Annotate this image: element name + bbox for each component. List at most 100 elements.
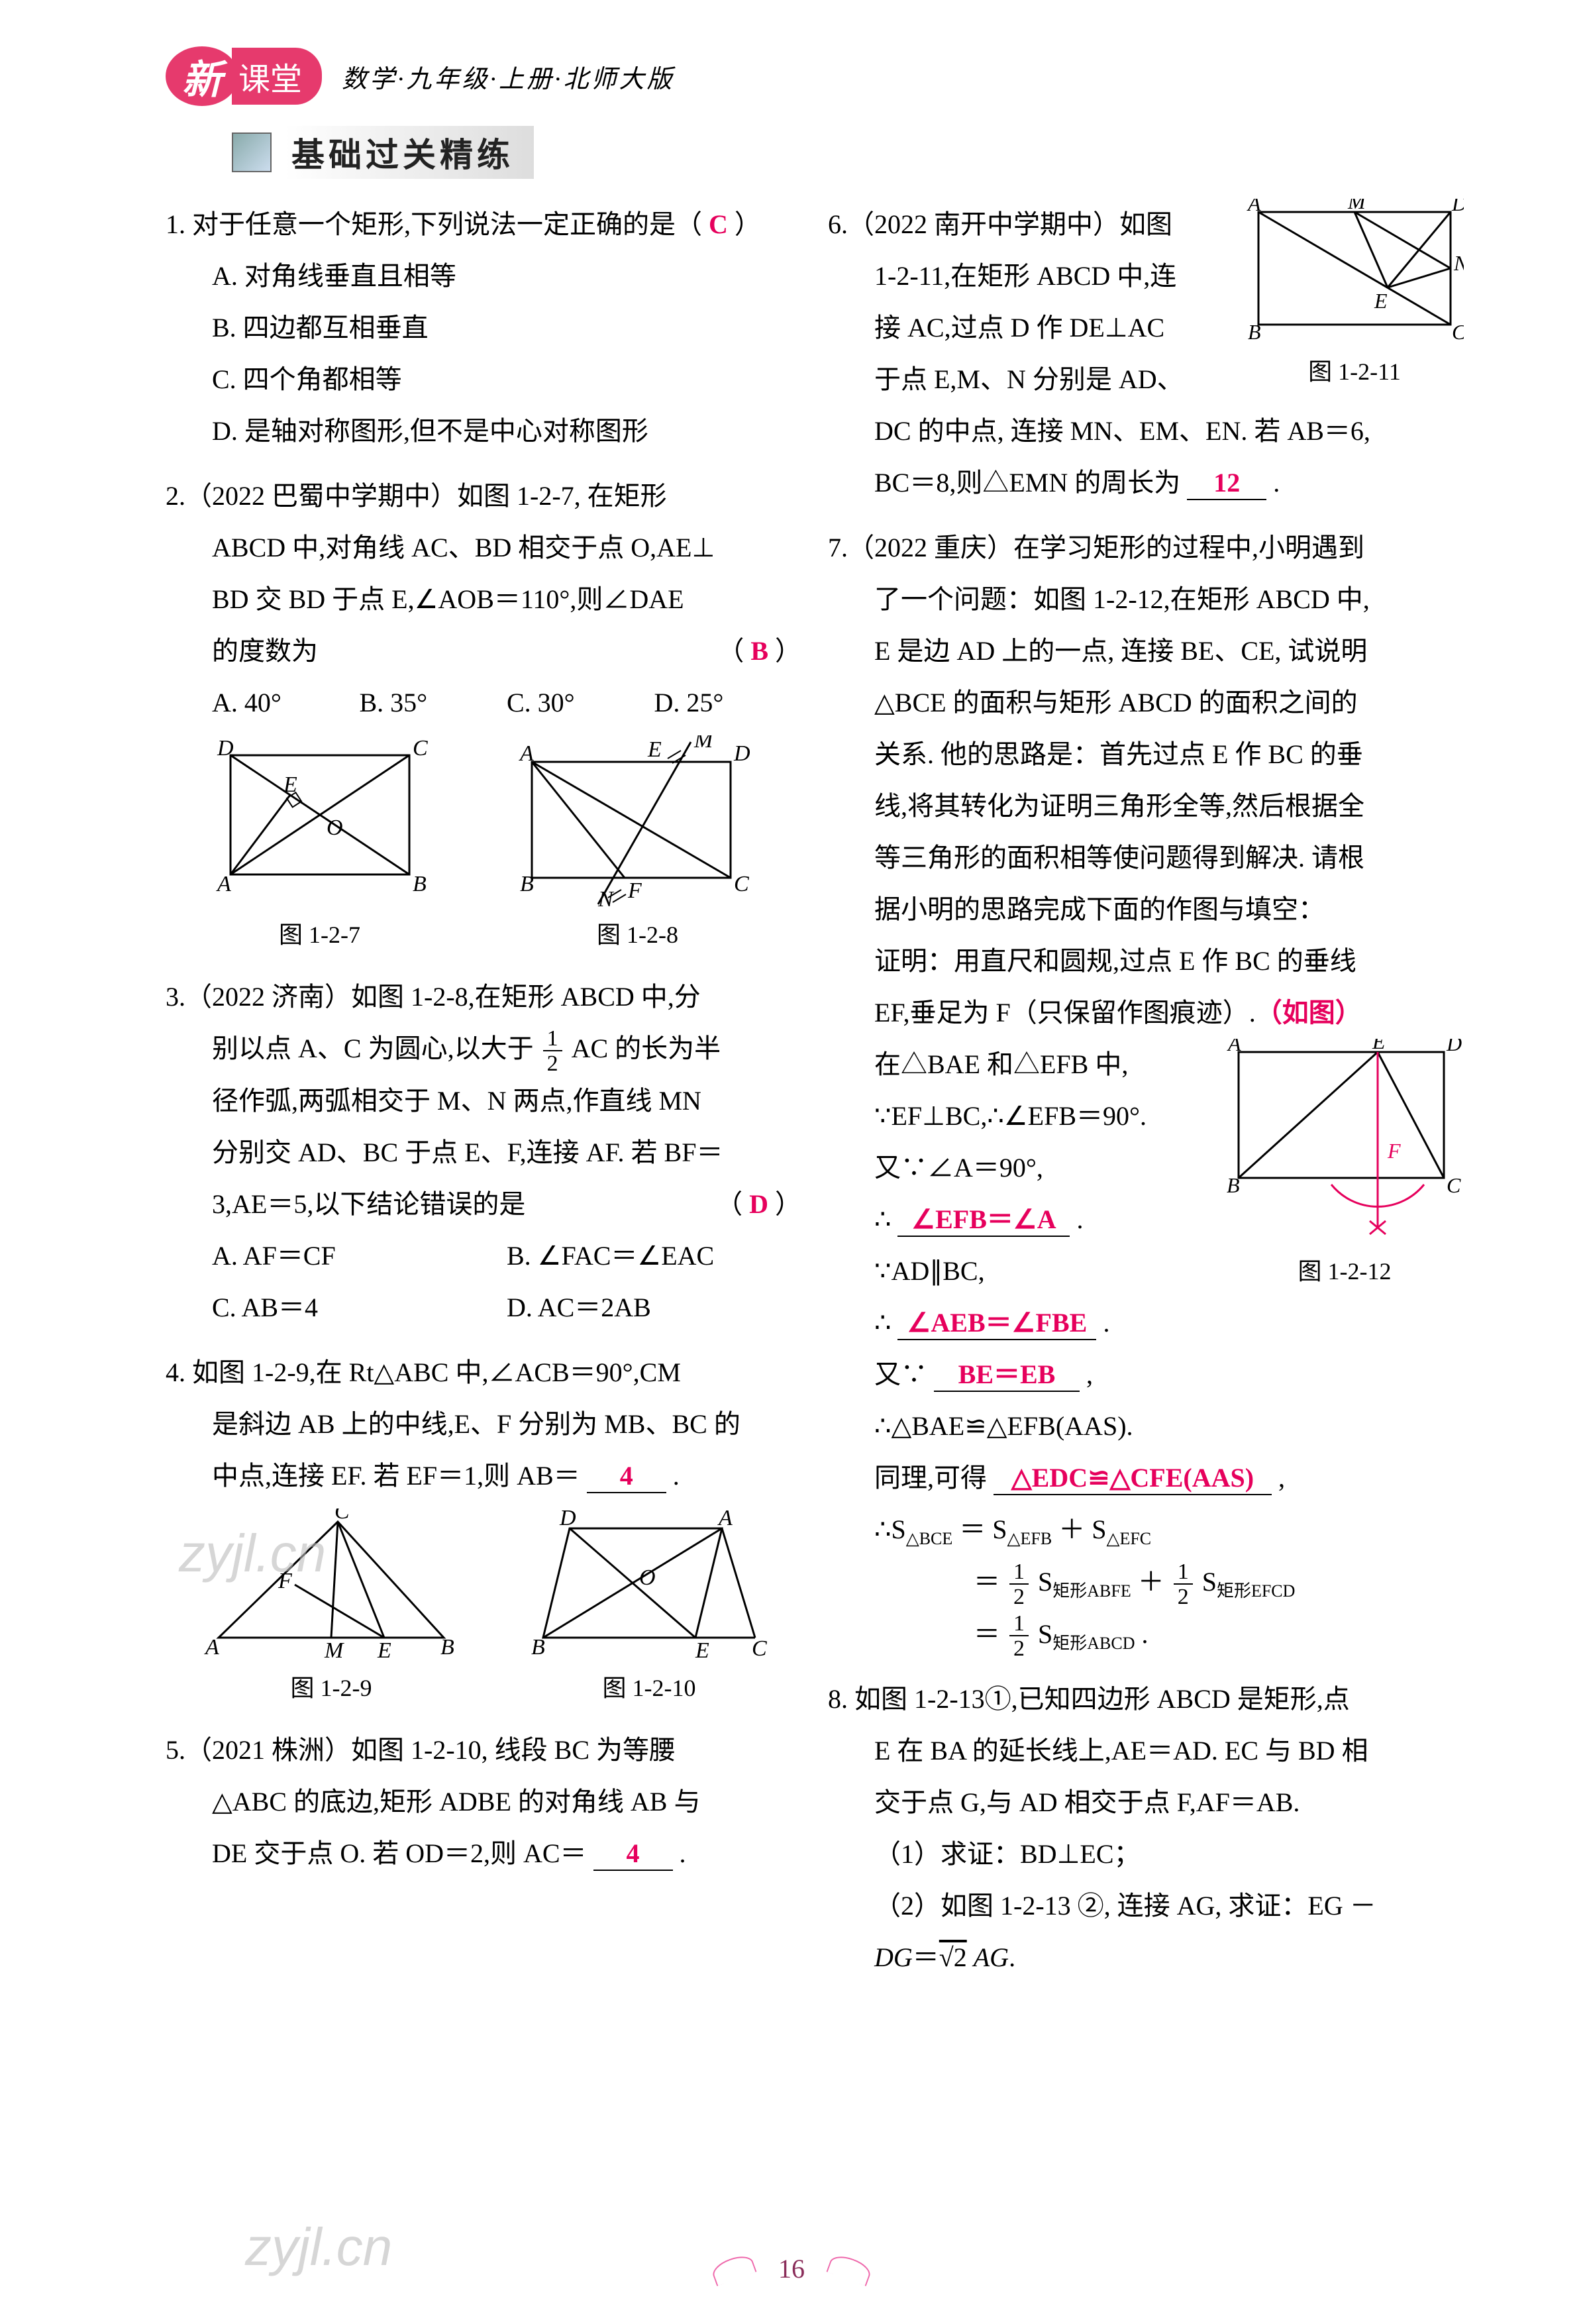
q7-fill2: ∠AEB＝∠FBE bbox=[897, 1307, 1096, 1340]
svg-text:B: B bbox=[531, 1635, 545, 1660]
q7-line19: 同理,可得 bbox=[874, 1463, 987, 1493]
logo-ketang: 课堂 bbox=[232, 48, 322, 105]
q8-part2a: （2）如图 1-2-13 ②, 连接 AG, 求证：EG － bbox=[828, 1880, 1464, 1932]
fig-1-2-7-caption: 图 1-2-7 bbox=[204, 912, 436, 958]
svg-text:B: B bbox=[1248, 320, 1261, 344]
q4-line3: 中点,连接 EF. 若 EF＝1,则 AB＝ bbox=[212, 1461, 580, 1491]
q7-eq2: ＝ 12 S矩形ABFE ＋ 12 S矩形EFCD bbox=[828, 1556, 1464, 1609]
figure-1-2-9: A M E B C F 图 1-2-9 bbox=[199, 1508, 464, 1711]
q7-line3: E 是边 AD 上的一点, 连接 BE、CE, 试说明 bbox=[828, 625, 1464, 677]
fig-1-2-11-caption: 图 1-2-11 bbox=[1245, 348, 1464, 395]
q8-part1: （1）求证：BD⊥EC； bbox=[828, 1828, 1464, 1880]
q2-opt-b: B. 35° bbox=[360, 677, 507, 729]
q3-line5: 3,AE＝5,以下结论错误的是 bbox=[212, 1189, 525, 1219]
q7-line8: 据小明的思路完成下面的作图与填空： bbox=[828, 884, 1464, 935]
svg-text:C: C bbox=[1452, 320, 1464, 344]
q3-line2b: AC 的长为半 bbox=[572, 1033, 721, 1063]
column-left: 1. 对于任意一个矩形,下列说法一定正确的是（ C ） A. 对角线垂直且相等 … bbox=[166, 199, 801, 1997]
svg-text:B: B bbox=[520, 872, 534, 896]
svg-text:B: B bbox=[440, 1635, 454, 1660]
svg-text:D: D bbox=[1451, 199, 1464, 215]
svg-text:N: N bbox=[597, 887, 615, 908]
figure-1-2-8: A E D B F C M N 图 1-2-8 bbox=[512, 735, 764, 958]
q2-line2: ABCD 中,对角线 AC、BD 相交于点 O,AE⊥ bbox=[166, 522, 801, 574]
notebook-icon bbox=[232, 132, 272, 172]
svg-text:E: E bbox=[1372, 1039, 1386, 1053]
q7-line2: 了一个问题：如图 1-2-12,在矩形 ABCD 中, bbox=[828, 574, 1464, 625]
q8-line1: 8. 如图 1-2-13①,已知四边形 ABCD 是矩形,点 bbox=[828, 1673, 1464, 1725]
q3-line3: 径作弧,两弧相交于 M、N 两点,作直线 MN bbox=[166, 1075, 801, 1127]
question-5: 5.（2021 株洲）如图 1-2-10, 线段 BC 为等腰 △ABC 的底边… bbox=[166, 1724, 801, 1879]
q3-line4: 分别交 AD、BC 于点 E、F,连接 AF. 若 BF＝ bbox=[166, 1127, 801, 1179]
logo-char-xin: 新 bbox=[166, 46, 238, 106]
watermark-2: zyjl.cn bbox=[245, 2217, 392, 2278]
q7-line18: ∴△BAE≌△EFB(AAS). bbox=[828, 1400, 1464, 1452]
q2-opt-d: D. 25° bbox=[654, 677, 802, 729]
figure-1-2-10: D A B E C O 图 1-2-10 bbox=[530, 1508, 768, 1711]
question-8: 8. 如图 1-2-13①,已知四边形 ABCD 是矩形,点 E 在 BA 的延… bbox=[828, 1673, 1464, 1983]
q1-opt-c: C. 四个角都相等 bbox=[212, 354, 801, 405]
svg-text:B: B bbox=[1227, 1173, 1240, 1197]
svg-text:E: E bbox=[377, 1638, 391, 1661]
question-7: 7.（2022 重庆）在学习矩形的过程中,小明遇到 了一个问题：如图 1-2-1… bbox=[828, 522, 1464, 1660]
q7-line10b: （如图） bbox=[1256, 998, 1362, 1028]
fraction-half: 12 bbox=[543, 1028, 562, 1075]
q5-line2: △ABC 的底边,矩形 ADBE 的对角线 AB 与 bbox=[166, 1776, 801, 1828]
svg-text:D: D bbox=[733, 741, 750, 766]
svg-text:A: A bbox=[204, 1635, 219, 1660]
fig-1-2-8-caption: 图 1-2-8 bbox=[512, 912, 764, 958]
svg-text:B: B bbox=[413, 872, 427, 896]
svg-text:F: F bbox=[627, 878, 642, 903]
q7-line7: 等三角形的面积相等使问题得到解决. 请根 bbox=[828, 832, 1464, 884]
figure-1-2-7: D C A B O E 图 1-2-7 bbox=[204, 735, 436, 958]
question-4: 4. 如图 1-2-9,在 Rt△ABC 中,∠ACB＝90°,CM 是斜边 A… bbox=[166, 1347, 801, 1711]
q1-opt-b: B. 四边都互相垂直 bbox=[212, 302, 801, 354]
q7-line4: △BCE 的面积与矩形 ABCD 的面积之间的 bbox=[828, 677, 1464, 729]
svg-text:A: A bbox=[519, 741, 534, 766]
svg-text:C: C bbox=[413, 736, 428, 761]
svg-text:C: C bbox=[1447, 1173, 1461, 1197]
svg-text:A: A bbox=[717, 1508, 733, 1530]
q3-line1: 3.（2022 济南）如图 1-2-8,在矩形 ABCD 中,分 bbox=[166, 971, 801, 1023]
q6-line6: BC＝8,则△EMN 的周长为 bbox=[874, 468, 1180, 498]
q7-line10a: EF,垂足为 F（只保留作图痕迹）. bbox=[874, 998, 1256, 1028]
q2-line1: 2.（2022 巴蜀中学期中）如图 1-2-7, 在矩形 bbox=[166, 470, 801, 522]
q7-eq1: ∴S△BCE ＝ S△EFB ＋ S△EFC bbox=[828, 1504, 1464, 1556]
q5-line3: DE 交于点 O. 若 OD＝2,则 AC＝ bbox=[212, 1838, 587, 1868]
svg-text:M: M bbox=[324, 1638, 344, 1661]
q4-answer: 4 bbox=[587, 1460, 666, 1493]
q7-fill1: ∠EFB＝∠A bbox=[897, 1204, 1070, 1237]
q6-line5: DC 的中点, 连接 MN、EM、EN. 若 AB＝6, bbox=[828, 405, 1464, 457]
svg-text:F: F bbox=[1387, 1139, 1401, 1163]
q1-opt-d: D. 是轴对称图形,但不是中心对称图形 bbox=[212, 405, 801, 457]
svg-text:E: E bbox=[647, 737, 662, 762]
therefore-2: ∴ bbox=[874, 1308, 891, 1338]
svg-text:D: D bbox=[559, 1508, 576, 1530]
svg-text:O: O bbox=[639, 1565, 656, 1590]
section-title-text: 基础过关精练 bbox=[285, 126, 534, 179]
svg-text:A: A bbox=[216, 872, 231, 896]
q3-line2a: 别以点 A、C 为圆心,以大于 bbox=[212, 1033, 534, 1063]
svg-text:D: D bbox=[217, 736, 234, 761]
q7-eq3: ＝ 12 S矩形ABCD . bbox=[828, 1609, 1464, 1661]
question-6: A M D B C N E 图 1-2-11 6.（2022 南开中学期中）如图… bbox=[828, 199, 1464, 509]
q7-line9: 证明：用直尺和圆规,过点 E 作 BC 的垂线 bbox=[828, 935, 1464, 987]
svg-text:M: M bbox=[1347, 199, 1367, 213]
q7-fill3: BE＝EB bbox=[934, 1359, 1080, 1392]
q3-opt-a: A. AF＝CF bbox=[212, 1230, 507, 1282]
q3-answer: D bbox=[749, 1189, 768, 1219]
question-1: 1. 对于任意一个矩形,下列说法一定正确的是（ C ） A. 对角线垂直且相等 … bbox=[166, 199, 801, 457]
q7-line5: 关系. 他的思路是：首先过点 E 作 BC 的垂 bbox=[828, 729, 1464, 780]
q5-line1: 5.（2021 株洲）如图 1-2-10, 线段 BC 为等腰 bbox=[166, 1724, 801, 1776]
q2-opt-a: A. 40° bbox=[212, 677, 360, 729]
q5-answer: 4 bbox=[593, 1838, 673, 1871]
q8-line3: 交于点 G,与 AD 相交于点 F,AF＝AB. bbox=[828, 1777, 1464, 1828]
q6-answer: 12 bbox=[1187, 467, 1266, 500]
svg-text:C: C bbox=[752, 1636, 767, 1661]
q3-opt-c: C. AB＝4 bbox=[212, 1282, 507, 1334]
figure-1-2-11: A M D B C N E 图 1-2-11 bbox=[1245, 199, 1464, 395]
svg-text:A: A bbox=[1227, 1039, 1241, 1055]
svg-text:E: E bbox=[1374, 289, 1388, 313]
fig-1-2-12-caption: 图 1-2-12 bbox=[1225, 1248, 1464, 1294]
svg-text:D: D bbox=[1446, 1039, 1462, 1055]
